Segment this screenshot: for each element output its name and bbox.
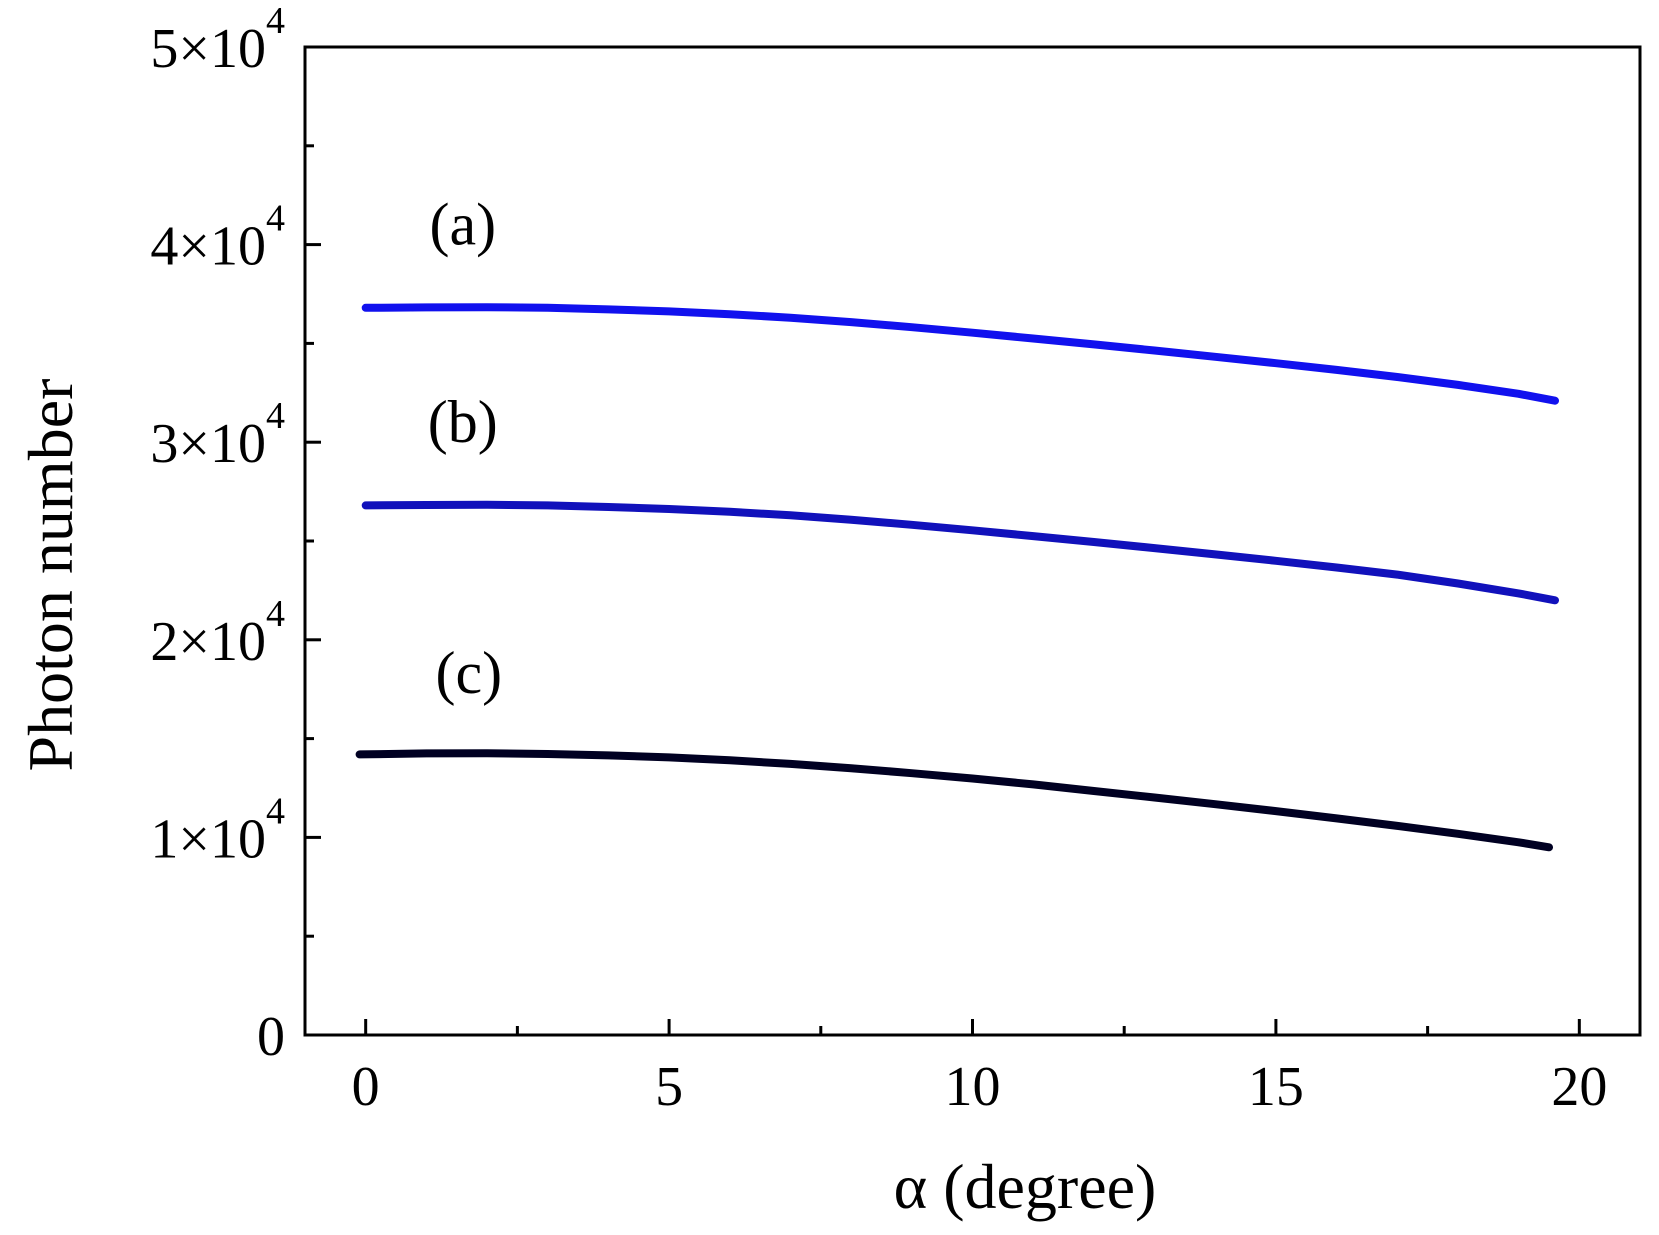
x-tick-label-3: 15 [1248, 1056, 1304, 1118]
series-label-1: (b) [428, 389, 498, 455]
y-axis-title: Photon number [15, 379, 86, 772]
plot-frame [303, 45, 1642, 1037]
y-tick-label-0: 0 [257, 1006, 285, 1068]
y-tick-label-4: 4×104 [150, 198, 285, 278]
y-tick-label-5: 5×104 [150, 0, 285, 80]
x-tick-label-0: 0 [352, 1056, 380, 1118]
x-tick-label-2: 10 [945, 1056, 1001, 1118]
series-label-0: (a) [429, 192, 496, 258]
series-line-0 [361, 303, 1559, 405]
series-labels: (a) (b) (c) [428, 192, 502, 707]
x-tick-label-4: 20 [1551, 1056, 1607, 1118]
y-tick-labels: 0 1×104 2×104 3×104 4×104 5×104 [150, 0, 285, 1068]
x-tick-label-1: 5 [655, 1056, 683, 1118]
x-tick-labels: 0 5 10 15 20 [352, 1056, 1608, 1118]
series-label-2: (c) [436, 640, 503, 706]
y-tick-label-1: 1×104 [150, 790, 285, 870]
x-axis-title: α (degree) [894, 1151, 1157, 1222]
series-line-1 [361, 500, 1559, 605]
y-tick-label-2: 2×104 [150, 593, 285, 673]
series-lines [355, 303, 1559, 852]
series-line-2 [355, 749, 1553, 852]
axis-ticks [305, 45, 1581, 1037]
y-tick-label-3: 3×104 [150, 395, 285, 475]
